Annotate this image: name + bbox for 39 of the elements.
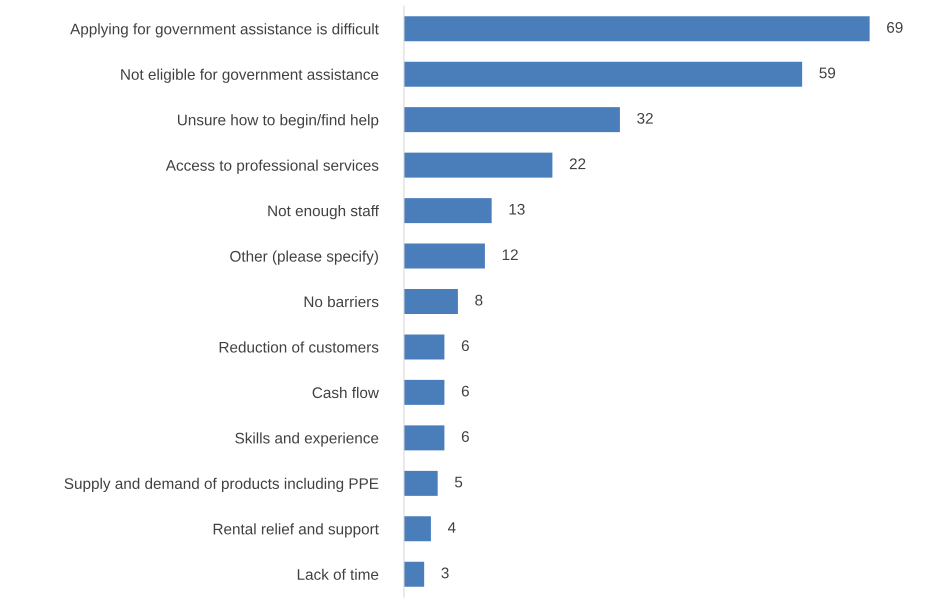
y-tick-label: Other (please specify) [230,250,378,265]
bar [404,16,870,42]
y-tick-label: Reduction of customers [220,341,378,353]
bar [404,244,485,269]
bar [404,107,620,132]
bar [404,516,431,542]
bar [404,62,802,87]
data-label: 6 [462,386,469,397]
bar [404,334,444,360]
data-label: 5 [454,476,462,488]
bar [404,289,458,314]
data-label: 69 [887,22,903,33]
bar [404,380,444,405]
y-tick-label: Applying for government assistance is difficult [70,23,379,38]
data-label: 6 [462,431,469,442]
data-label: 59 [819,68,836,78]
data-label: 13 [509,204,525,215]
data-label: 22 [570,158,586,170]
y-tick-label: Rental relief and support [214,523,379,538]
data-label: 3 [441,568,449,578]
y-tick-label: Skills and experience [235,432,378,447]
bar [404,470,438,496]
y-tick-label: Supply and demand of products including PPE [64,478,378,492]
data-label: 4 [448,522,456,533]
bar [404,562,424,587]
y-tick-label: Unsure how to begin/find help [178,114,378,128]
y-tick-label: Lack of time [298,568,378,580]
data-label: 8 [475,294,482,306]
y-tick-label: Not eligible for government assistance [121,68,378,83]
bar [404,198,492,224]
data-label: 6 [462,340,469,352]
data-label: 32 [637,112,653,124]
y-tick-label: No barriers [304,296,378,308]
y-tick-label: Cash flow [312,386,379,398]
data-label: 12 [502,249,518,260]
y-tick-label: Access to professional services [166,160,378,174]
bar [404,152,552,178]
bar [404,425,444,450]
y-tick-label: Not enough staff [268,205,379,220]
